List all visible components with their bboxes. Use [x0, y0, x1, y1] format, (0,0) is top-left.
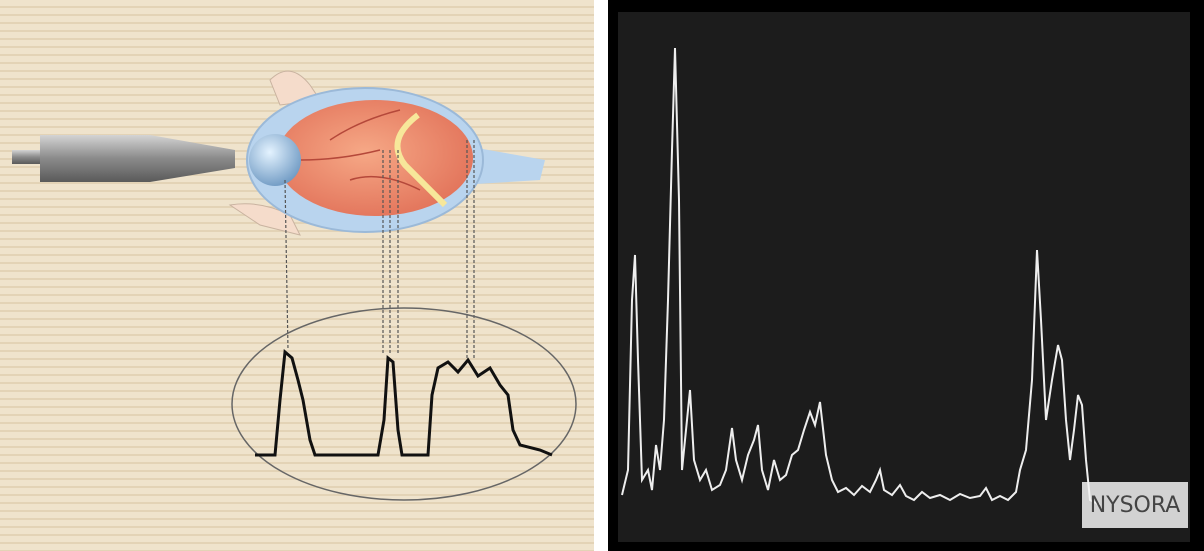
page: NYSORA (() => { const data = JSON.parse(…: [0, 0, 1204, 551]
watermark-text: NYSORA: [1090, 493, 1181, 518]
illustration: NYSORA: [0, 0, 1204, 551]
watermark-logo: NYSORA: [1082, 482, 1188, 528]
scan-screen: [618, 12, 1190, 542]
